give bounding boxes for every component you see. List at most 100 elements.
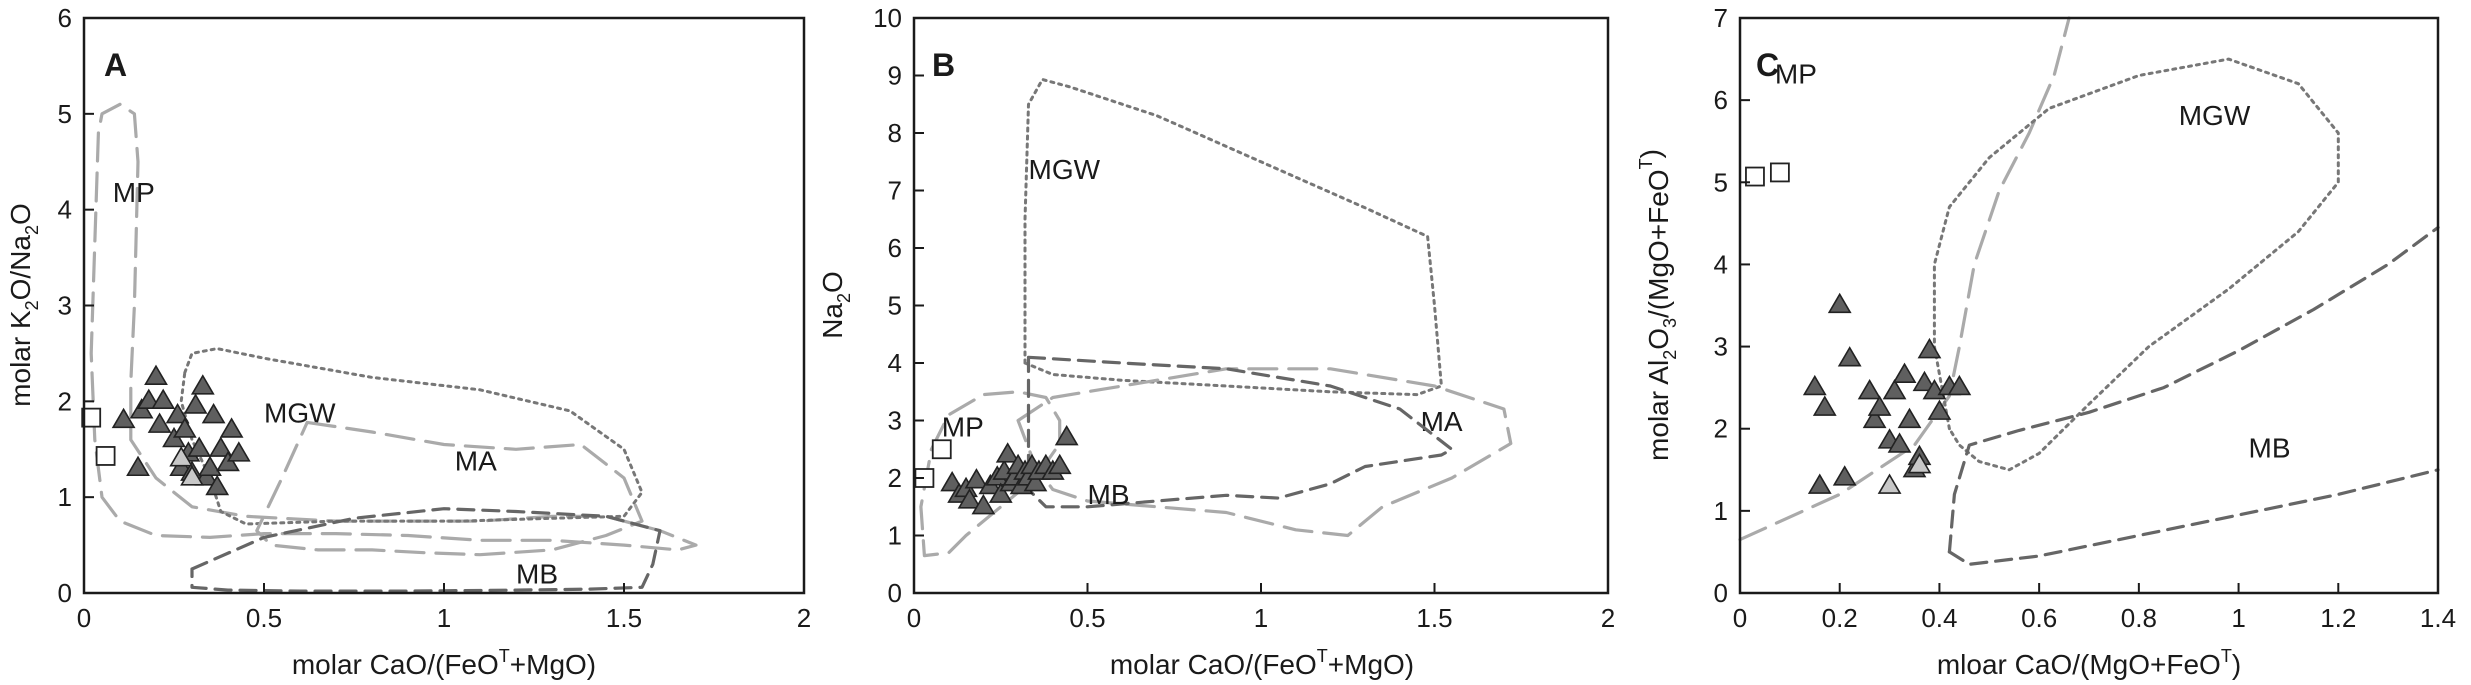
panel-c-region-boundary-0 bbox=[1738, 16, 2071, 542]
panel-c-ytick-label: 1 bbox=[1714, 496, 1728, 526]
panel-a-data-point bbox=[111, 407, 136, 429]
panel-a-region-label-mgw: MGW bbox=[264, 397, 336, 428]
panel-a-data-point bbox=[190, 374, 215, 395]
panel-b-data-point bbox=[1023, 471, 1048, 492]
panel-b-ylabel-part-1: Na bbox=[817, 303, 848, 339]
panel-c-data-point bbox=[1887, 432, 1912, 453]
panel-c-region-boundary-3 bbox=[1947, 225, 2440, 554]
panel-b-ytick-label: 5 bbox=[888, 291, 902, 321]
panel-b-ticks: 0 0.5 1 1.5 2 0 1 2 3 4 5 6 7 8 9 10 bbox=[873, 3, 1615, 633]
panel-b-region-label-ma: MA bbox=[1421, 406, 1463, 437]
panel-b-data-point bbox=[971, 494, 996, 515]
panel-c-ylabel-part-3: /(MgO+FeO bbox=[1643, 169, 1674, 318]
panel-a-data-point bbox=[180, 465, 204, 486]
panel-c-data-point bbox=[1947, 374, 1972, 396]
panel-c-ytick-label: 3 bbox=[1714, 332, 1728, 362]
panel-b-xtick-label: 0 bbox=[907, 603, 921, 633]
panel-a-data-point bbox=[205, 474, 230, 496]
panel-c-data-point bbox=[1867, 395, 1892, 416]
panel-b: B MGW MP MA MB 0 0.5 1 1.5 2 0 1 2 3 4 5 6 7 8 9 10 molar … bbox=[817, 3, 1615, 680]
panel-a-data-point bbox=[151, 388, 176, 409]
panel-c-data-point bbox=[1892, 362, 1917, 383]
panel-b-xtick-label: 1 bbox=[1254, 603, 1268, 633]
panel-a-ticks: 0 0.5 1 1.5 2 0 1 2 3 4 5 6 bbox=[58, 3, 812, 633]
panel-a-regions: MP MGW MA MB bbox=[89, 102, 698, 593]
panel-a-ylabel-sub-2: 2 bbox=[22, 225, 42, 235]
panel-c-data-point bbox=[1827, 292, 1852, 314]
panel-a-xtick-label: 2 bbox=[797, 603, 811, 633]
panel-b-ytick-label: 0 bbox=[888, 578, 902, 608]
panel-a-data-point bbox=[187, 436, 212, 457]
panel-b-region-label-mp: MP bbox=[942, 412, 984, 443]
panel-a-ytick-label: 0 bbox=[58, 578, 72, 608]
panel-a-xtick-label: 1.5 bbox=[606, 603, 642, 633]
panel-a-data-point bbox=[201, 402, 226, 424]
panel-b-ytick-label: 3 bbox=[888, 406, 902, 436]
panel-c-data-point bbox=[1912, 370, 1937, 392]
panel-c-ytick-label: 0 bbox=[1714, 578, 1728, 608]
panel-a-data-point bbox=[172, 417, 197, 438]
panel-b-frame bbox=[912, 16, 1610, 595]
panel-a-region-boundary-0 bbox=[89, 102, 698, 552]
panel-c-data-point bbox=[1927, 399, 1952, 420]
panel-b-ylabel-sub: 2 bbox=[834, 293, 854, 303]
panel-a-data-point bbox=[169, 446, 194, 467]
panel-b-data-point bbox=[1047, 453, 1072, 475]
panel-c-ytick-label: 2 bbox=[1714, 414, 1728, 444]
panel-a-data-point bbox=[198, 455, 222, 477]
panel-b-data-point bbox=[964, 468, 989, 489]
panel-a-data-point bbox=[144, 364, 168, 386]
panel-b-points bbox=[914, 425, 1079, 515]
panel-a-xtick-label: 0.5 bbox=[246, 603, 282, 633]
panel-c-xtick-label: 0.8 bbox=[2121, 603, 2157, 633]
panel-c-data-point bbox=[1882, 379, 1907, 400]
panel-b-ylabel: Na2O bbox=[817, 271, 854, 339]
panel-a: A MP MGW MA MB 0 0.5 1 1.5 2 0 1 2 3 4 5 6 molar CaO/(… bbox=[5, 3, 811, 680]
panel-b-data-point bbox=[995, 442, 1020, 463]
panel-a-data-point bbox=[226, 441, 251, 462]
panel-b-xlabel-sup: T bbox=[1317, 646, 1328, 666]
panel-b-ytick-label: 8 bbox=[888, 118, 902, 148]
panel-c-xtick-label: 1.2 bbox=[2320, 603, 2356, 633]
panel-a-ylabel-sub-1: 2 bbox=[22, 300, 42, 310]
panel-b-data-point bbox=[957, 488, 982, 509]
panel-a-region-boundary-2 bbox=[255, 420, 644, 557]
panel-a-xlabel-part-1: molar CaO/(FeO bbox=[292, 649, 499, 680]
panel-c-xlabel-part-1: mloar CaO/(MgO+FeO bbox=[1937, 649, 2221, 680]
panel-c-region-label-mp: MP bbox=[1775, 59, 1817, 90]
panel-c-xtick-label: 1 bbox=[2231, 603, 2245, 633]
panel-c-ylabel-sub-2: 3 bbox=[1660, 318, 1680, 328]
panel-c-data-point bbox=[1812, 395, 1837, 416]
panel-a-data-point bbox=[165, 402, 190, 424]
panel-c-ytick-label: 4 bbox=[1714, 249, 1728, 279]
panel-c-ylabel-part-2: O bbox=[1643, 328, 1674, 350]
panel-c-xlabel-part-2: ) bbox=[2232, 649, 2241, 680]
panel-c-ylabel-sub-1: 2 bbox=[1660, 350, 1680, 360]
panel-c-data-point bbox=[1897, 407, 1922, 429]
panel-b-xtick-label: 2 bbox=[1601, 603, 1615, 633]
panel-a-data-point-square bbox=[81, 407, 102, 428]
panel-b-data-point bbox=[1054, 425, 1079, 446]
panel-c-data-point bbox=[1832, 465, 1857, 486]
panel-c-ticks: 0 0.2 0.4 0.6 0.8 1 1.2 1.4 0 1 2 3 4 5 6 7 bbox=[1714, 3, 2457, 633]
panel-b-ytick-label: 4 bbox=[888, 348, 902, 378]
panel-c-data-point bbox=[1807, 473, 1832, 494]
panel-a-data-point bbox=[147, 412, 172, 433]
panel-a-ytick-label: 4 bbox=[58, 195, 72, 225]
panel-c-ytick-label: 5 bbox=[1714, 167, 1728, 197]
panel-b-ytick-label: 9 bbox=[888, 61, 902, 91]
panel-b-xlabel-part-1: molar CaO/(FeO bbox=[1110, 649, 1317, 680]
panel-c: C MP MGW MB 0 0.2 0.4 0.6 0.8 1 1.2 1.4 0 1 2 3 4 5 6 7 m… bbox=[1635, 3, 2456, 680]
panel-a-xlabel-sup: T bbox=[499, 646, 510, 666]
panel-c-data-point bbox=[1907, 452, 1932, 474]
panel-a-ytick-label: 1 bbox=[58, 482, 72, 512]
panel-a-data-point bbox=[208, 436, 233, 457]
panel-a-ytick-label: 5 bbox=[58, 99, 72, 129]
panel-b-letter: B bbox=[932, 47, 955, 83]
panel-a-letter: A bbox=[104, 47, 127, 83]
panel-a-xlabel: molar CaO/(FeOT+MgO) bbox=[292, 646, 596, 680]
panel-a-ytick-label: 6 bbox=[58, 3, 72, 33]
panel-a-region-label-mb: MB bbox=[516, 558, 558, 589]
panel-c-data-point-square bbox=[1769, 162, 1790, 183]
